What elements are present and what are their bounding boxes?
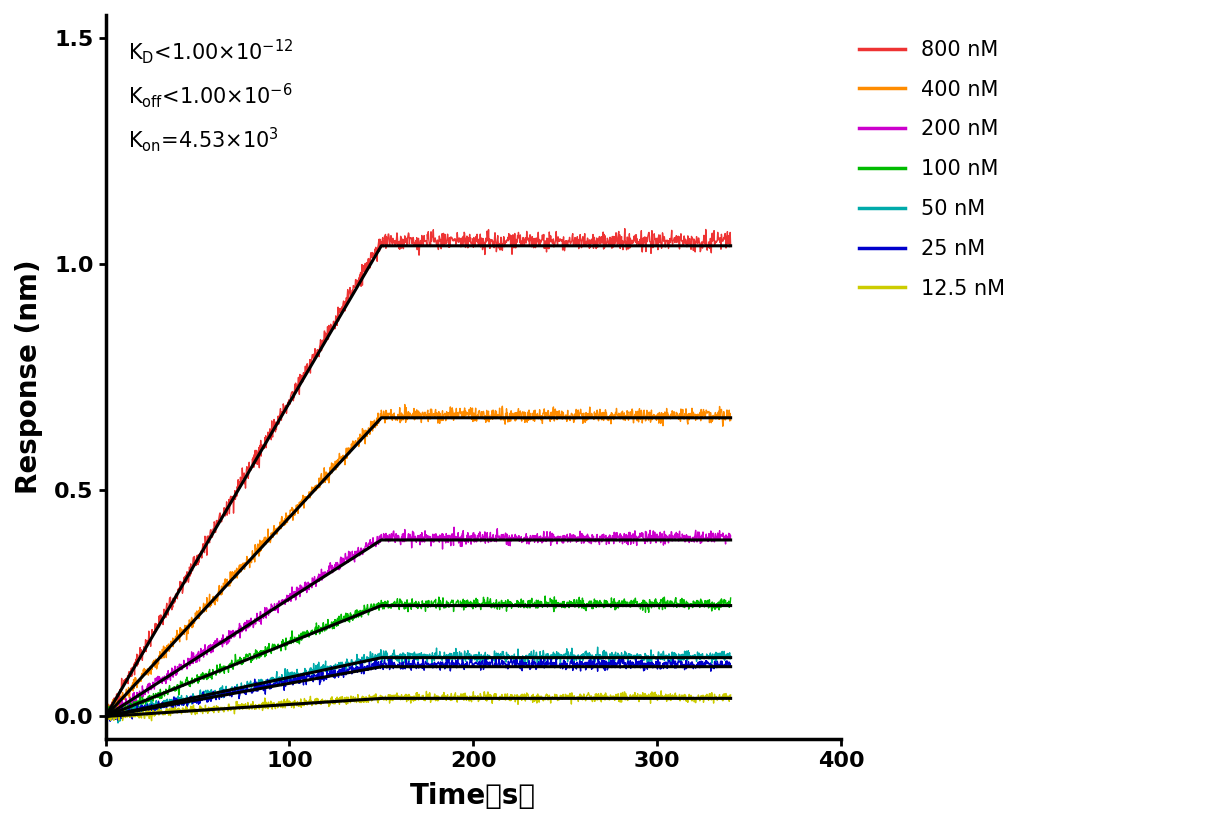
50 nM: [99, 710, 113, 720]
50 nM: [319, 667, 333, 676]
25 nM: [319, 672, 333, 681]
400 nM: [723, 416, 738, 426]
800 nM: [164, 605, 179, 615]
100 nM: [699, 601, 713, 610]
Line: 400 nM: 400 nM: [106, 404, 730, 720]
50 nM: [337, 662, 352, 672]
25 nM: [303, 675, 318, 685]
Text: K$_\mathrm{D}$<1.00×10$^{-12}$
K$_\mathrm{off}$<1.00×10$^{-6}$
K$_\mathrm{on}$=4: K$_\mathrm{D}$<1.00×10$^{-12}$ K$_\mathr…: [128, 37, 293, 154]
800 nM: [99, 714, 113, 724]
50 nM: [164, 695, 179, 705]
12.5 nM: [699, 691, 713, 700]
800 nM: [723, 240, 738, 250]
Line: 800 nM: 800 nM: [106, 229, 730, 719]
100 nM: [164, 686, 179, 696]
800 nM: [617, 224, 632, 233]
400 nM: [99, 715, 113, 725]
25 nM: [103, 716, 118, 726]
200 nM: [103, 713, 118, 723]
800 nM: [303, 368, 318, 378]
100 nM: [723, 593, 738, 603]
50 nM: [699, 653, 713, 662]
Line: 50 nM: 50 nM: [106, 647, 730, 723]
12.5 nM: [164, 703, 179, 713]
400 nM: [535, 418, 550, 428]
Y-axis label: Response (nm): Response (nm): [15, 260, 43, 494]
800 nM: [99, 714, 113, 724]
800 nM: [337, 299, 352, 309]
50 nM: [535, 653, 550, 662]
12.5 nM: [303, 691, 318, 701]
200 nM: [99, 710, 113, 719]
200 nM: [164, 663, 179, 673]
400 nM: [164, 638, 179, 648]
100 nM: [99, 705, 113, 715]
200 nM: [447, 522, 461, 532]
Line: 200 nM: 200 nM: [106, 527, 730, 718]
25 nM: [464, 652, 478, 662]
400 nM: [336, 455, 350, 465]
25 nM: [535, 657, 550, 667]
X-axis label: Time（s）: Time（s）: [410, 782, 537, 810]
400 nM: [319, 469, 333, 479]
50 nM: [111, 718, 125, 728]
800 nM: [535, 230, 550, 240]
800 nM: [699, 233, 713, 243]
100 nM: [538, 591, 553, 601]
200 nM: [337, 559, 352, 568]
Legend: 800 nM, 400 nM, 200 nM, 100 nM, 50 nM, 25 nM, 12.5 nM: 800 nM, 400 nM, 200 nM, 100 nM, 50 nM, 2…: [859, 40, 1005, 299]
100 nM: [99, 715, 113, 725]
Line: 100 nM: 100 nM: [106, 596, 730, 720]
12.5 nM: [319, 696, 333, 706]
12.5 nM: [654, 686, 668, 695]
25 nM: [164, 706, 179, 716]
200 nM: [319, 568, 333, 578]
12.5 nM: [99, 710, 113, 719]
400 nM: [699, 408, 713, 418]
200 nM: [535, 537, 550, 547]
100 nM: [319, 619, 333, 629]
50 nM: [590, 642, 605, 652]
100 nM: [535, 602, 550, 612]
400 nM: [303, 493, 318, 503]
200 nM: [303, 579, 318, 589]
25 nM: [99, 707, 113, 717]
200 nM: [699, 529, 713, 539]
50 nM: [723, 651, 738, 661]
800 nM: [319, 330, 333, 340]
100 nM: [337, 611, 352, 621]
50 nM: [303, 663, 318, 673]
12.5 nM: [723, 690, 738, 700]
25 nM: [699, 658, 713, 668]
12.5 nM: [145, 716, 159, 726]
Line: 25 nM: 25 nM: [106, 657, 730, 721]
200 nM: [723, 531, 738, 541]
Line: 12.5 nM: 12.5 nM: [106, 691, 730, 721]
12.5 nM: [535, 693, 550, 703]
400 nM: [398, 399, 413, 409]
25 nM: [723, 662, 738, 672]
25 nM: [337, 669, 352, 679]
12.5 nM: [337, 697, 352, 707]
100 nM: [303, 628, 318, 638]
